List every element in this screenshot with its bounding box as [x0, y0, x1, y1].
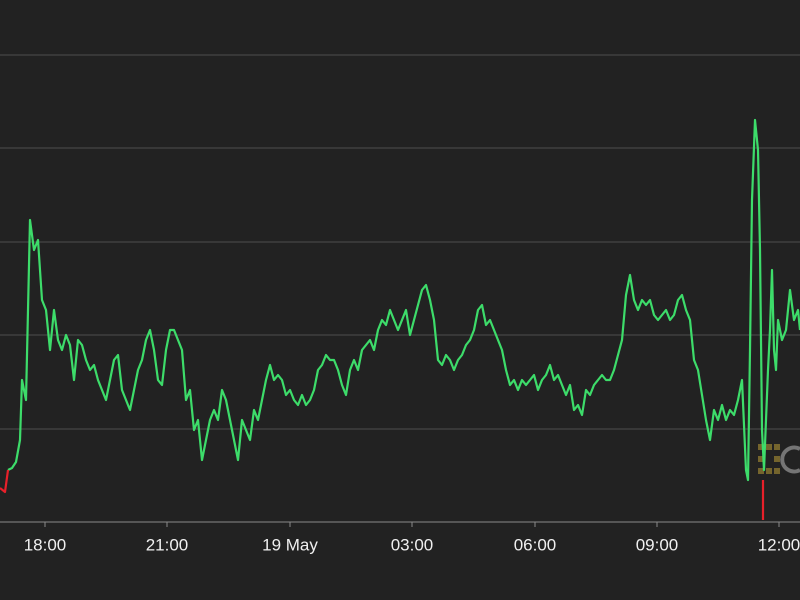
x-tick-label: 03:00 [391, 535, 434, 554]
x-tick-label: 09:00 [636, 535, 679, 554]
price-line [0, 469, 10, 494]
watermark-logo [758, 444, 800, 474]
x-tick-label: 19 May [262, 535, 318, 554]
x-tick-label: 06:00 [514, 535, 557, 554]
x-tick-label: 12:00 [758, 535, 800, 554]
price-line [7, 118, 800, 482]
x-tick-label: 18:00 [24, 535, 67, 554]
x-tick-label: 21:00 [146, 535, 189, 554]
